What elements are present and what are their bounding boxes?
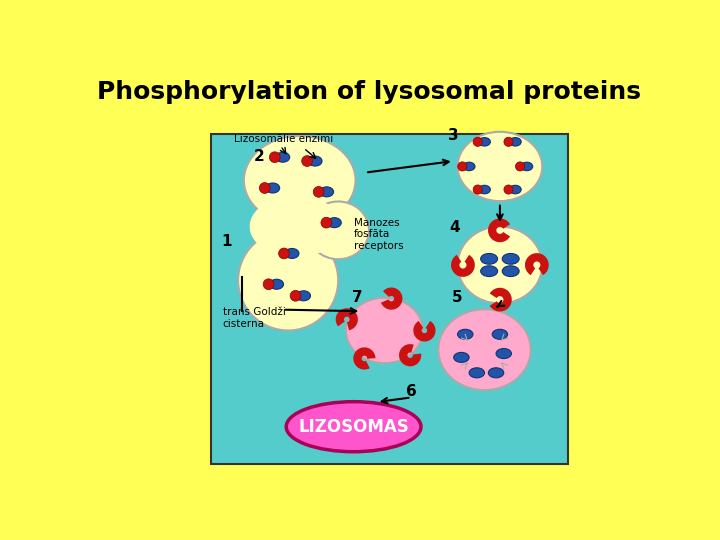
Text: 2: 2 <box>253 149 264 164</box>
Circle shape <box>264 279 274 289</box>
Ellipse shape <box>488 368 504 378</box>
Text: 3: 3 <box>448 129 458 143</box>
Ellipse shape <box>469 368 485 378</box>
Ellipse shape <box>457 329 473 339</box>
Ellipse shape <box>244 136 356 225</box>
Ellipse shape <box>320 187 333 197</box>
Ellipse shape <box>270 279 284 289</box>
Ellipse shape <box>463 162 475 171</box>
Ellipse shape <box>492 329 508 339</box>
Circle shape <box>269 152 280 163</box>
Text: trans Goldži
cisterna: trans Goldži cisterna <box>222 307 286 329</box>
Ellipse shape <box>481 266 498 276</box>
Circle shape <box>504 137 513 146</box>
Text: 1: 1 <box>221 234 232 249</box>
Ellipse shape <box>457 132 542 201</box>
Ellipse shape <box>276 152 289 162</box>
Circle shape <box>458 162 467 171</box>
Ellipse shape <box>479 138 490 146</box>
Ellipse shape <box>266 183 279 193</box>
Circle shape <box>313 186 324 197</box>
Ellipse shape <box>510 185 521 194</box>
Text: 4: 4 <box>449 220 459 235</box>
Ellipse shape <box>238 231 338 330</box>
Circle shape <box>302 156 312 166</box>
Bar <box>211 134 567 464</box>
Circle shape <box>473 137 482 146</box>
Ellipse shape <box>457 226 542 303</box>
Ellipse shape <box>307 201 369 259</box>
Circle shape <box>259 183 270 193</box>
Ellipse shape <box>496 348 511 359</box>
Ellipse shape <box>328 218 341 228</box>
Ellipse shape <box>297 291 310 301</box>
Ellipse shape <box>481 253 498 264</box>
Circle shape <box>290 291 301 301</box>
Ellipse shape <box>454 353 469 362</box>
Text: Lizosomālie enzīmi: Lizosomālie enzīmi <box>234 134 333 144</box>
Ellipse shape <box>250 195 342 257</box>
Circle shape <box>279 248 289 259</box>
Circle shape <box>321 217 332 228</box>
Ellipse shape <box>503 253 519 264</box>
Text: 5: 5 <box>452 290 463 305</box>
Ellipse shape <box>285 248 299 259</box>
Circle shape <box>504 185 513 194</box>
Text: Manozes
fosfāta
receptors: Manozes fosfāta receptors <box>354 218 403 251</box>
Text: LIZOSOMAS: LIZOSOMAS <box>298 418 409 436</box>
Circle shape <box>516 162 525 171</box>
Circle shape <box>473 185 482 194</box>
Text: 7: 7 <box>352 290 363 305</box>
Ellipse shape <box>287 402 421 452</box>
Ellipse shape <box>510 138 521 146</box>
Text: 6: 6 <box>406 384 417 399</box>
Ellipse shape <box>346 298 423 363</box>
Ellipse shape <box>438 309 531 390</box>
Ellipse shape <box>479 185 490 194</box>
Ellipse shape <box>503 266 519 276</box>
Ellipse shape <box>521 162 533 171</box>
Text: Phosphorylation of lysosomal proteins: Phosphorylation of lysosomal proteins <box>97 80 641 104</box>
Ellipse shape <box>308 156 322 166</box>
